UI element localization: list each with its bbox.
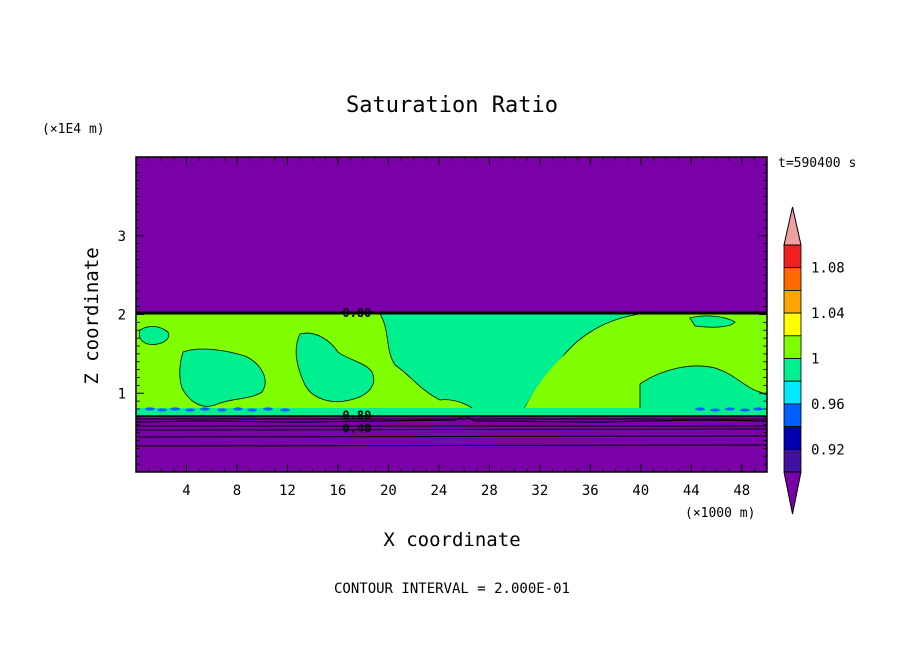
cloud-base-speckle — [740, 408, 750, 412]
plot-area: 0.800.800.40 — [135, 157, 768, 472]
near-saturation-region — [179, 348, 266, 407]
contour-label: 0.40 — [342, 422, 371, 436]
x-tick-label: 44 — [683, 483, 700, 499]
colorbar: 1.08 1.04 1 0.96 0.92 — [783, 206, 845, 515]
x-tick-label: 40 — [632, 483, 649, 499]
y-tick-label: 2 — [118, 308, 126, 324]
contour-interval-footer: CONTOUR INTERVAL = 2.000E-01 — [334, 581, 570, 597]
contour-line — [135, 415, 768, 423]
colorbar-band — [783, 267, 802, 291]
cloud-base-speckle — [233, 407, 243, 411]
chart-title: Saturation Ratio — [346, 93, 558, 118]
contour-line — [135, 444, 768, 447]
cloud-base-speckle — [710, 408, 720, 412]
cloud-base-speckle — [157, 408, 167, 412]
colorbar-band — [783, 335, 802, 359]
cloud-base-speckle — [280, 408, 290, 412]
x-tick-label: 12 — [279, 483, 296, 499]
colorbar-label: 1 — [811, 352, 819, 368]
colorbar-band — [783, 448, 802, 473]
near-saturation-region — [295, 332, 375, 402]
colorbar-band — [783, 403, 802, 427]
colorbar-band — [783, 426, 802, 450]
colorbar-band — [783, 289, 802, 314]
cloud-base-speckle — [217, 408, 227, 412]
x-unit-label: (×1000 m) — [685, 506, 755, 521]
cloud-base-band — [136, 408, 767, 416]
time-label: t=590400 s — [778, 156, 856, 171]
contour-label: 0.80 — [342, 408, 371, 422]
x-tick-label: 4 — [182, 483, 190, 499]
near-saturation-region — [689, 315, 736, 328]
x-tick-label: 8 — [233, 483, 241, 499]
y-unit-label: (×1E4 m) — [42, 122, 105, 137]
colorbar-band — [783, 358, 802, 382]
near-saturation-region — [138, 326, 170, 345]
contour-label: 0.80 — [342, 306, 371, 320]
contour-line — [135, 428, 768, 431]
x-tick-label: 24 — [430, 483, 447, 499]
cloud-base-speckle — [753, 407, 763, 411]
cloud-base-speckle — [145, 407, 155, 411]
colorbar-label: 0.92 — [811, 442, 845, 458]
x-tick-label: 48 — [733, 483, 750, 499]
cloud-base-speckle — [263, 407, 273, 411]
y-tick-label: 3 — [118, 229, 126, 245]
cloud-base-speckle — [185, 408, 195, 412]
x-tick-label: 20 — [380, 483, 397, 499]
contour-line — [135, 435, 768, 438]
x-tick-label: 16 — [329, 483, 346, 499]
near-saturation-region — [639, 365, 768, 413]
colorbar-band — [783, 244, 802, 269]
cloud-base-speckle — [247, 408, 257, 412]
colorbar-band — [783, 312, 802, 337]
colorbar-label: 1.04 — [811, 306, 845, 322]
y-axis-label: Z coordinate — [81, 247, 103, 384]
cloud-base-speckle — [200, 407, 210, 411]
x-tick-label: 28 — [481, 483, 498, 499]
x-tick-label: 32 — [531, 483, 548, 499]
colorbar-label: 0.96 — [811, 397, 845, 413]
supersaturated-lobe — [522, 316, 767, 414]
y-tick-label: 1 — [118, 386, 126, 402]
cloud-base-speckle — [695, 407, 705, 411]
cloud-base-speckle — [725, 407, 735, 411]
colorbar-label: 1.08 — [811, 261, 845, 277]
colorbar-band — [783, 380, 802, 405]
x-axis-label: X coordinate — [383, 529, 520, 551]
colorbar-under-arrow — [783, 471, 802, 515]
cloud-base-speckle — [170, 407, 180, 411]
x-tick-label: 36 — [582, 483, 599, 499]
